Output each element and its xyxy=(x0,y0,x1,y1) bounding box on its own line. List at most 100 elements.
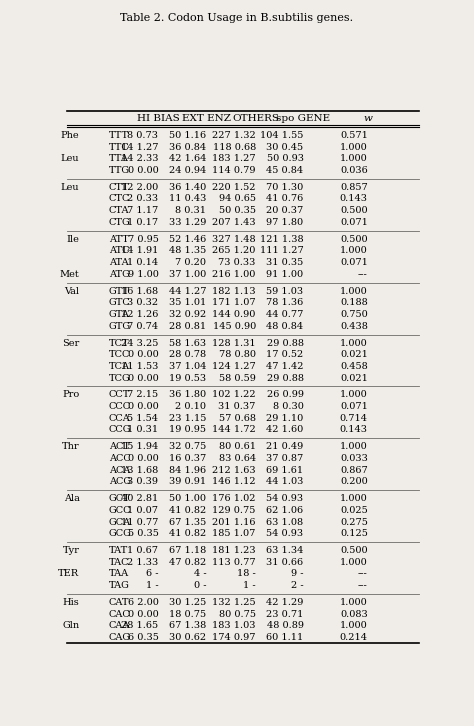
Text: CCG: CCG xyxy=(109,425,131,434)
Text: 0.857: 0.857 xyxy=(340,183,368,192)
Text: 12 2.00: 12 2.00 xyxy=(121,183,158,192)
Text: GCA: GCA xyxy=(109,518,131,526)
Text: 70 1.30: 70 1.30 xyxy=(266,183,303,192)
Text: ---: --- xyxy=(358,270,368,279)
Text: 69 1.61: 69 1.61 xyxy=(266,465,303,475)
Text: 32 0.75: 32 0.75 xyxy=(169,442,206,452)
Text: TTT: TTT xyxy=(109,131,129,140)
Text: 8 0.30: 8 0.30 xyxy=(273,402,303,411)
Text: 327 1.48: 327 1.48 xyxy=(212,234,256,244)
Text: 0 0.00: 0 0.00 xyxy=(128,402,158,411)
Text: TTA: TTA xyxy=(109,154,129,163)
Text: Gln: Gln xyxy=(62,621,80,630)
Text: 26 0.99: 26 0.99 xyxy=(266,391,303,399)
Text: 1.000: 1.000 xyxy=(340,391,368,399)
Text: 0 0.00: 0 0.00 xyxy=(128,373,158,383)
Text: 36 1.80: 36 1.80 xyxy=(169,391,206,399)
Text: CCC: CCC xyxy=(109,402,131,411)
Text: CCA: CCA xyxy=(109,414,131,423)
Text: ATT: ATT xyxy=(109,234,129,244)
Text: 48 0.89: 48 0.89 xyxy=(266,621,303,630)
Text: 1 0.14: 1 0.14 xyxy=(128,258,158,267)
Text: Leu: Leu xyxy=(61,154,80,163)
Text: ACA: ACA xyxy=(109,465,130,475)
Text: 91 1.00: 91 1.00 xyxy=(266,270,303,279)
Text: Table 2. Codon Usage in B.subtilis genes.: Table 2. Codon Usage in B.subtilis genes… xyxy=(120,13,354,23)
Text: 1.000: 1.000 xyxy=(340,142,368,152)
Text: 1.000: 1.000 xyxy=(340,246,368,256)
Text: 58 1.63: 58 1.63 xyxy=(169,338,206,348)
Text: 216 1.00: 216 1.00 xyxy=(212,270,256,279)
Text: 78 1.36: 78 1.36 xyxy=(266,298,303,307)
Text: 0.500: 0.500 xyxy=(340,206,368,215)
Text: HI BIAS: HI BIAS xyxy=(137,114,180,123)
Text: 11 1.53: 11 1.53 xyxy=(121,362,158,371)
Text: 0.143: 0.143 xyxy=(340,195,368,203)
Text: 50 0.35: 50 0.35 xyxy=(219,206,256,215)
Text: 0.083: 0.083 xyxy=(340,610,368,619)
Text: 44 0.77: 44 0.77 xyxy=(266,310,303,319)
Text: 13 1.68: 13 1.68 xyxy=(121,465,158,475)
Text: 0.438: 0.438 xyxy=(340,322,368,330)
Text: 54 0.93: 54 0.93 xyxy=(266,494,303,503)
Text: CTA: CTA xyxy=(109,206,129,215)
Text: 146 1.12: 146 1.12 xyxy=(212,477,256,486)
Text: 63 1.08: 63 1.08 xyxy=(266,518,303,526)
Text: 181 1.23: 181 1.23 xyxy=(212,546,256,555)
Text: 0 -: 0 - xyxy=(194,581,206,590)
Text: 176 1.02: 176 1.02 xyxy=(212,494,256,503)
Text: 118 0.68: 118 0.68 xyxy=(212,142,256,152)
Text: 20 0.37: 20 0.37 xyxy=(266,206,303,215)
Text: ATC: ATC xyxy=(109,246,129,256)
Text: 94 0.65: 94 0.65 xyxy=(219,195,256,203)
Text: 1.000: 1.000 xyxy=(340,621,368,630)
Text: ACT: ACT xyxy=(109,442,130,452)
Text: 12 1.26: 12 1.26 xyxy=(121,310,158,319)
Text: TCA: TCA xyxy=(109,362,130,371)
Text: 54 0.93: 54 0.93 xyxy=(266,529,303,538)
Text: 0.071: 0.071 xyxy=(340,402,368,411)
Text: 207 1.43: 207 1.43 xyxy=(212,218,256,227)
Text: TCT: TCT xyxy=(109,338,129,348)
Text: 14 1.27: 14 1.27 xyxy=(121,142,158,152)
Text: 50 0.93: 50 0.93 xyxy=(266,154,303,163)
Text: 1.000: 1.000 xyxy=(340,154,368,163)
Text: EXT ENZ: EXT ENZ xyxy=(182,114,231,123)
Text: Ser: Ser xyxy=(62,338,80,348)
Text: GCT: GCT xyxy=(109,494,131,503)
Text: 83 0.64: 83 0.64 xyxy=(219,454,256,463)
Text: 174 0.97: 174 0.97 xyxy=(212,633,256,642)
Text: 124 1.27: 124 1.27 xyxy=(212,362,256,371)
Text: 111 1.27: 111 1.27 xyxy=(260,246,303,256)
Text: 48 0.84: 48 0.84 xyxy=(266,322,303,330)
Text: 50 1.16: 50 1.16 xyxy=(169,131,206,140)
Text: 132 1.25: 132 1.25 xyxy=(212,598,256,607)
Text: ---: --- xyxy=(358,581,368,590)
Text: TTC: TTC xyxy=(109,142,129,152)
Text: 44 1.03: 44 1.03 xyxy=(266,477,303,486)
Text: 73 0.33: 73 0.33 xyxy=(219,258,256,267)
Text: 21 0.49: 21 0.49 xyxy=(266,442,303,452)
Text: 0.500: 0.500 xyxy=(340,234,368,244)
Text: 0.021: 0.021 xyxy=(340,350,368,359)
Text: 0 0.00: 0 0.00 xyxy=(128,454,158,463)
Text: 6 2.00: 6 2.00 xyxy=(128,598,158,607)
Text: TCG: TCG xyxy=(109,373,131,383)
Text: 183 1.03: 183 1.03 xyxy=(212,621,256,630)
Text: 1.000: 1.000 xyxy=(340,287,368,295)
Text: 33 1.29: 33 1.29 xyxy=(169,218,206,227)
Text: 40 2.81: 40 2.81 xyxy=(121,494,158,503)
Text: 42 1.29: 42 1.29 xyxy=(266,598,303,607)
Text: 17 0.52: 17 0.52 xyxy=(266,350,303,359)
Text: 227 1.32: 227 1.32 xyxy=(212,131,256,140)
Text: 9 1.00: 9 1.00 xyxy=(128,270,158,279)
Text: 0.125: 0.125 xyxy=(340,529,368,538)
Text: Met: Met xyxy=(60,270,80,279)
Text: CTT: CTT xyxy=(109,183,129,192)
Text: 0.143: 0.143 xyxy=(340,425,368,434)
Text: 29 1.10: 29 1.10 xyxy=(266,414,303,423)
Text: 80 0.61: 80 0.61 xyxy=(219,442,256,452)
Text: CAT: CAT xyxy=(109,598,129,607)
Text: 2 1.33: 2 1.33 xyxy=(127,558,158,567)
Text: 0.750: 0.750 xyxy=(340,310,368,319)
